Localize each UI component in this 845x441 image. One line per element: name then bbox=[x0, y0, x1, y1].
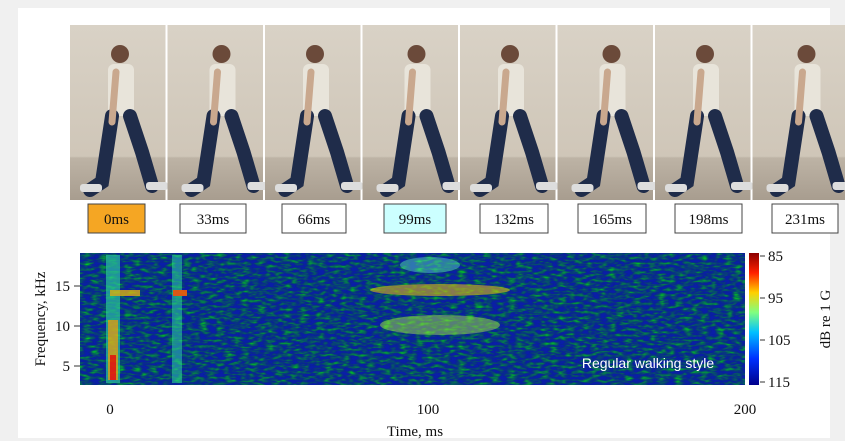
frame-label: 33ms bbox=[197, 212, 230, 228]
frame-label: 0ms bbox=[104, 212, 129, 228]
frame-label: 132ms bbox=[494, 212, 534, 228]
colorbar bbox=[749, 253, 759, 385]
y-tick-label: 5 bbox=[63, 359, 71, 375]
frame-label: 231ms bbox=[785, 212, 825, 228]
colorbar-tick-label: 105 bbox=[768, 333, 791, 349]
x-tick-label: 100 bbox=[417, 402, 440, 418]
x-tick-label: 200 bbox=[734, 402, 757, 418]
colorbar-tick-label: 85 bbox=[768, 249, 783, 265]
colorbar-tick-label: 95 bbox=[768, 291, 783, 307]
y-tick-label: 15 bbox=[55, 279, 70, 295]
figure: 0ms 33ms 66ms 99ms 132ms 165ms 198ms 231ms Regu… bbox=[0, 0, 845, 441]
y-tick-label: 10 bbox=[55, 319, 70, 335]
y-axis-label: Frequency, kHz bbox=[33, 271, 49, 366]
colorbar-tick-label: 115 bbox=[768, 375, 790, 391]
frame-label: 66ms bbox=[298, 212, 331, 228]
colorbar-label: dB re 1 G bbox=[818, 289, 834, 348]
annotation: Regular walking style bbox=[582, 355, 714, 371]
frame-label: 198ms bbox=[688, 212, 728, 228]
photo-strip bbox=[70, 25, 845, 200]
frame-label: 165ms bbox=[592, 212, 632, 228]
x-axis-label: Time, ms bbox=[387, 424, 443, 440]
frame-label: 99ms bbox=[399, 212, 432, 228]
x-tick-label: 0 bbox=[106, 402, 114, 418]
